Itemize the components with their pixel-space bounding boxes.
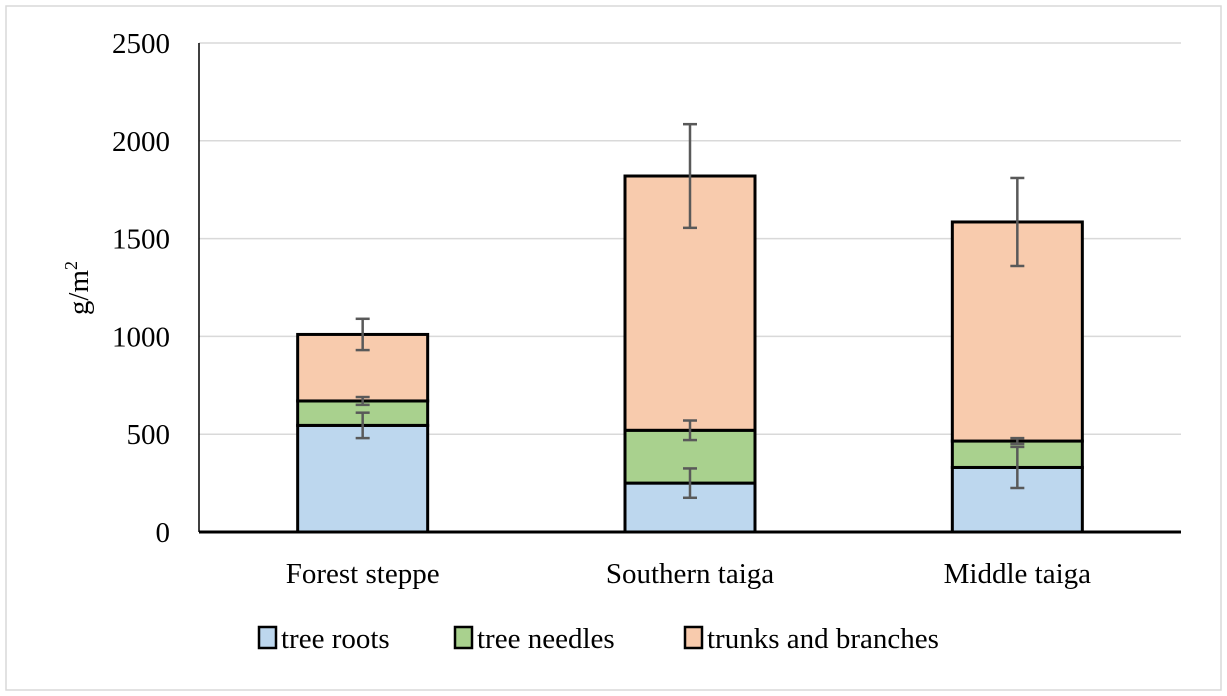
legend-label: tree needles (477, 623, 615, 655)
y-tick-labels: 0 500 1000 1500 2000 2500 (112, 28, 170, 549)
y-tick-label: 1000 (112, 321, 170, 353)
legend-swatch (453, 625, 474, 650)
legend-swatch (257, 625, 278, 650)
category-label: Forest steppe (286, 558, 440, 590)
legend-swatch (683, 625, 704, 650)
y-tick-label: 500 (127, 419, 171, 451)
y-axis-label: g/m2 (61, 261, 95, 315)
y-tick-label: 0 (156, 517, 171, 549)
category-labels: Forest steppe Southern taiga Middle taiga (286, 558, 1091, 590)
y-tick-label: 1500 (112, 224, 170, 256)
category-label: Middle taiga (944, 558, 1092, 590)
axes (198, 43, 1181, 534)
error-bars (355, 122, 1025, 500)
y-tick-label: 2000 (112, 126, 170, 158)
legend-label: trunks and branches (707, 623, 939, 655)
y-tick-label: 2500 (112, 28, 170, 60)
legend: tree roots tree needles trunks and branche… (257, 623, 939, 655)
category-label: Southern taiga (606, 558, 774, 590)
legend-label: tree roots (281, 623, 390, 655)
bar-tree-roots (296, 423, 430, 534)
